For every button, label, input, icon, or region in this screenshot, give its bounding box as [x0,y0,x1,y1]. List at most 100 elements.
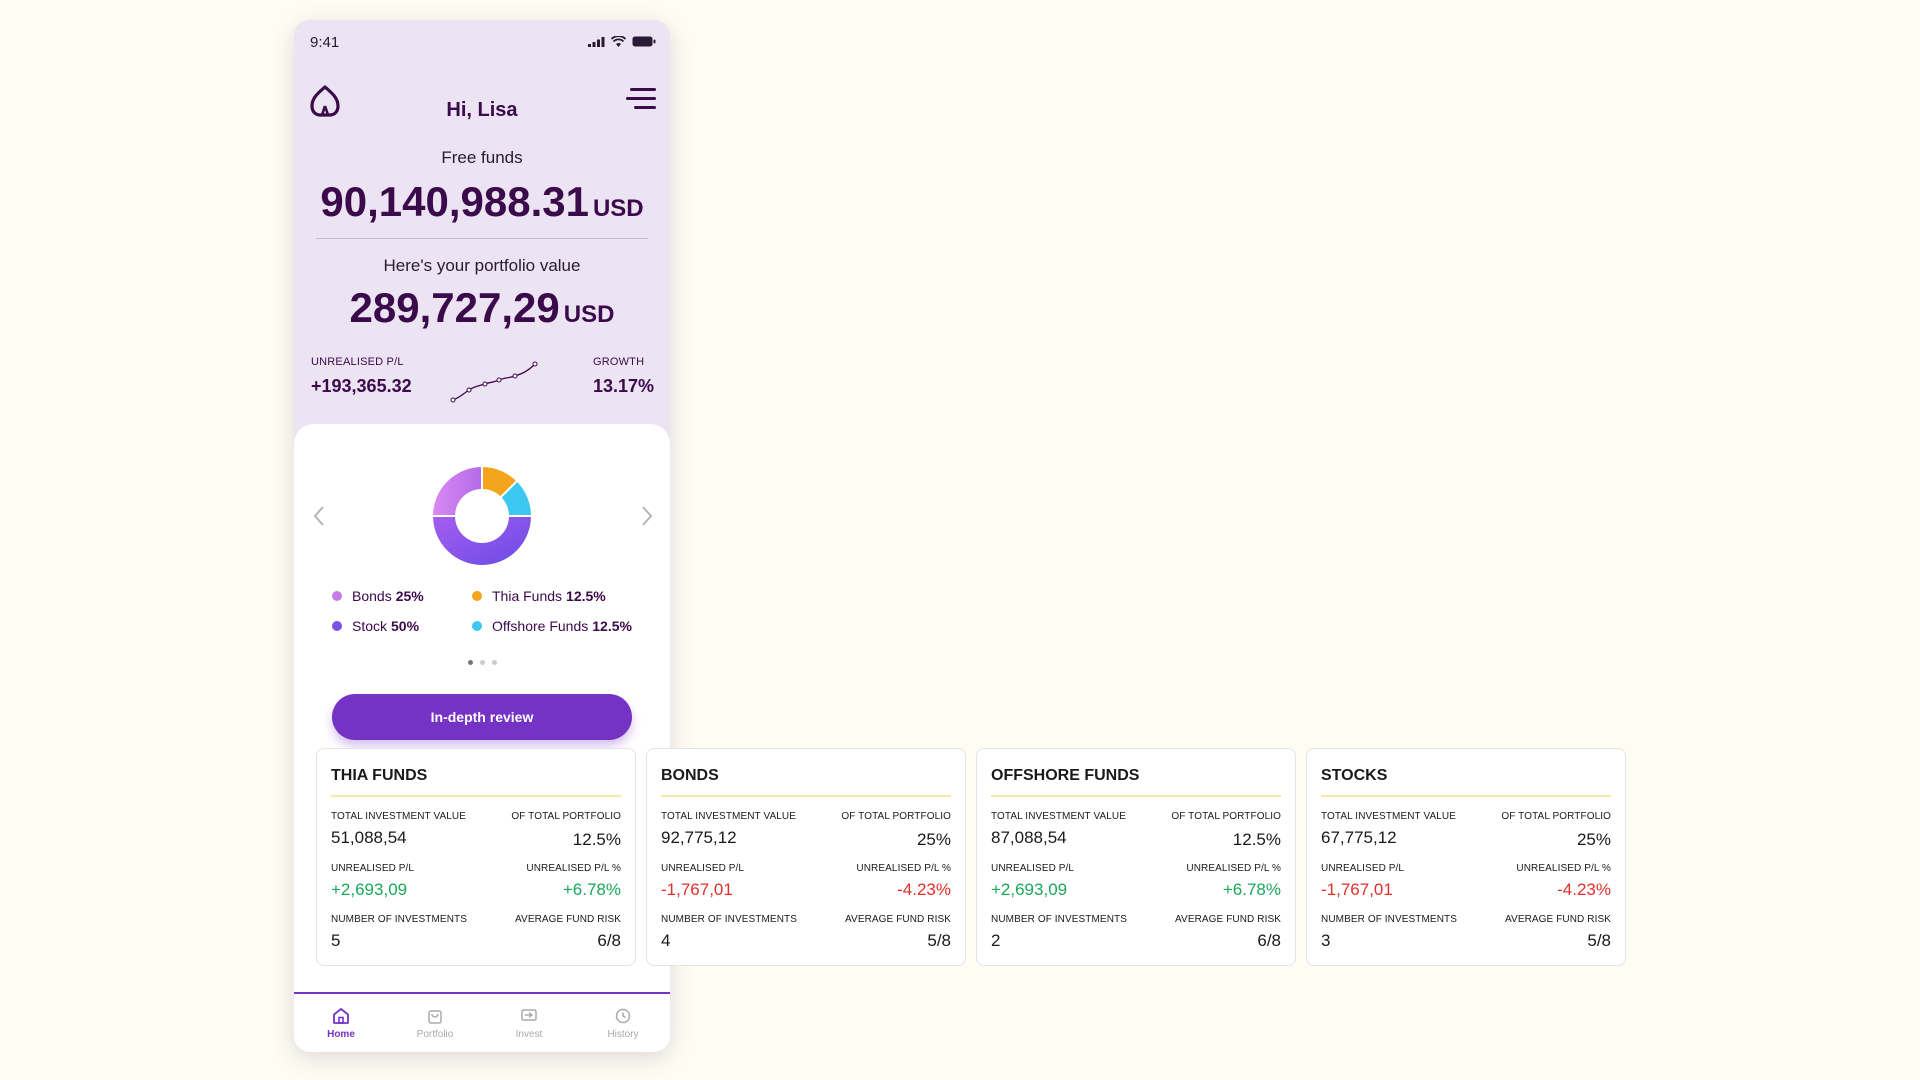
pl-pct-label: UNREALISED P/L % [1186,863,1281,874]
portfolio-bag-icon [428,1009,442,1024]
fund-col: UNREALISED P/L % -4.23% [856,863,951,900]
risk-value: 5/8 [927,931,951,950]
fund-row: NUMBER OF INVESTMENTS 2 AVERAGE FUND RISK… [991,914,1281,951]
legend-dot [472,591,482,601]
fund-col: UNREALISED P/L % +6.78% [526,863,621,900]
pl-value: -1,767,01 [661,880,733,899]
fund-col: UNREALISED P/L -1,767,01 [661,863,744,900]
fund-col: OF TOTAL PORTFOLIO 25% [841,811,951,850]
in-depth-review-button[interactable]: In-depth review [332,694,632,740]
fund-col: TOTAL INVESTMENT VALUE 92,775,12 [661,811,796,850]
fund-card-thia-funds[interactable]: THIA FUNDS TOTAL INVESTMENT VALUE 51,088,… [316,748,636,966]
free-funds-currency: USD [592,195,644,222]
pl-value: +2,693,09 [991,880,1068,899]
fund-divider [991,795,1281,797]
fund-row: UNREALISED P/L +2,693,09 UNREALISED P/L %… [331,863,621,900]
legend-percent: 12.5% [566,588,606,604]
count-value: 4 [661,931,671,950]
legend-name: Bonds [352,588,392,604]
pl-pct-label: UNREALISED P/L % [1516,863,1611,874]
pl-pct-value: +6.78% [562,880,621,899]
pl-pct-label: UNREALISED P/L % [526,863,621,874]
fund-row: TOTAL INVESTMENT VALUE 51,088,54 OF TOTAL… [331,811,621,850]
chevron-left-icon[interactable] [312,504,326,528]
growth-value: 13.17% [592,376,654,396]
risk-label: AVERAGE FUND RISK [1175,914,1281,925]
fund-col: NUMBER OF INVESTMENTS 3 [1321,914,1457,951]
status-icons [588,36,656,47]
fund-row: NUMBER OF INVESTMENTS 4 AVERAGE FUND RISK… [661,914,951,951]
fund-title: STOCKS [1321,767,1388,784]
growth-label: GROWTH [592,356,645,368]
pager-dot[interactable] [467,660,473,665]
legend-name: Thia Funds [492,588,563,604]
nav-portfolio[interactable]: Portfolio [388,994,482,1052]
free-funds-amount: 90,140,988.31 [320,178,589,225]
risk-value: 6/8 [1257,931,1281,950]
fund-col: NUMBER OF INVESTMENTS 2 [991,914,1127,951]
nav-history[interactable]: History [576,994,670,1052]
growth-block: GROWTH 13.17% [593,356,654,397]
legend-item-stock: Stock 50% [332,618,419,634]
bottom-nav: Home Portfolio Invest History [294,992,670,1052]
clock-icon [615,1008,631,1023]
nav-label: Portfolio [416,1028,454,1040]
pl-pct-value: -4.23% [1557,880,1611,899]
unrealised-pl-block: UNREALISED P/L +193,365.32 [311,356,412,397]
legend-percent: 50% [391,618,420,634]
portfolio-pct-label: OF TOTAL PORTFOLIO [1171,811,1281,822]
total-investment-label: TOTAL INVESTMENT VALUE [661,811,797,822]
portfolio-currency: USD [563,301,615,328]
fund-col: AVERAGE FUND RISK 5/8 [845,914,951,951]
signal-icon [588,36,605,47]
nav-home[interactable]: Home [294,994,388,1052]
menu-icon[interactable] [626,88,656,110]
portfolio-pct-value: 12.5% [572,830,621,849]
portfolio-pct-label: OF TOTAL PORTFOLIO [511,811,621,822]
risk-value: 5/8 [1587,931,1611,950]
portfolio-amount: 289,727,29 [349,284,560,331]
fund-col: OF TOTAL PORTFOLIO 12.5% [511,811,621,850]
pager-dot[interactable] [479,660,485,665]
pl-value: +2,693,09 [331,880,408,899]
total-investment-value: 87,088,54 [991,828,1067,847]
pl-label: UNREALISED P/L [991,863,1075,874]
portfolio-pct-label: OF TOTAL PORTFOLIO [841,811,951,822]
pl-label: UNREALISED P/L [331,863,415,874]
fund-title: OFFSHORE FUNDS [991,767,1140,784]
portfolio-pct-value: 25% [916,830,951,849]
count-label: NUMBER OF INVESTMENTS [661,914,797,925]
home-icon [333,1007,349,1024]
growth-sparkline [450,361,538,403]
count-value: 3 [1321,931,1331,950]
fund-card-bonds[interactable]: BONDS TOTAL INVESTMENT VALUE 92,775,12 OF… [646,748,966,966]
total-investment-value: 92,775,12 [661,828,737,847]
wifi-icon [611,36,626,47]
fund-row: NUMBER OF INVESTMENTS 5 AVERAGE FUND RISK… [331,914,621,951]
free-funds-value: 90,140,988.31 USD [294,178,670,226]
chevron-right-icon[interactable] [640,504,654,528]
fund-col: TOTAL INVESTMENT VALUE 87,088,54 [991,811,1126,850]
legend-name: Stock [352,618,388,634]
pager-dot[interactable] [491,660,497,665]
fund-col: UNREALISED P/L -1,767,01 [1321,863,1404,900]
fund-col: TOTAL INVESTMENT VALUE 67,775,12 [1321,811,1456,850]
nav-label: Home [327,1028,355,1040]
logo-icon[interactable] [308,84,342,120]
fund-row: TOTAL INVESTMENT VALUE 67,775,12 OF TOTAL… [1321,811,1611,850]
fund-col: AVERAGE FUND RISK 6/8 [515,914,621,951]
count-label: NUMBER OF INVESTMENTS [331,914,467,925]
invest-icon [521,1008,537,1021]
nav-label: History [607,1028,639,1040]
pl-pct-value: -4.23% [897,880,951,899]
legend-item-thia-funds: Thia Funds 12.5% [472,588,606,604]
fund-row: TOTAL INVESTMENT VALUE 87,088,54 OF TOTAL… [991,811,1281,850]
allocation-donut-chart [430,464,534,567]
nav-invest[interactable]: Invest [482,994,576,1052]
risk-label: AVERAGE FUND RISK [845,914,951,925]
nav-label: Invest [515,1028,543,1040]
fund-card-offshore-funds[interactable]: OFFSHORE FUNDS TOTAL INVESTMENT VALUE 87,… [976,748,1296,966]
fund-card-stocks[interactable]: STOCKS TOTAL INVESTMENT VALUE 67,775,12 O… [1306,748,1626,966]
fund-col: UNREALISED P/L % -4.23% [1516,863,1611,900]
total-investment-value: 67,775,12 [1321,828,1397,847]
